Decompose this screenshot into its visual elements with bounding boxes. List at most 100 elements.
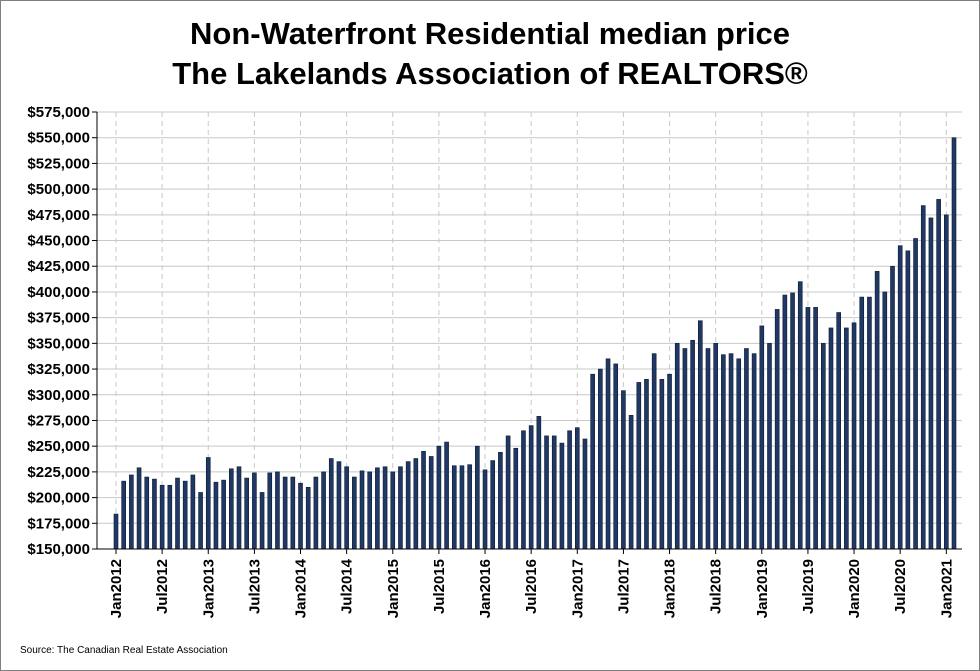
bar (505, 435, 511, 550)
bar (167, 484, 173, 550)
bar (390, 471, 396, 550)
y-axis-ticks: $150,000 $175,000 $200,000 $225,000 $250,000… (27, 104, 97, 558)
bar (259, 492, 265, 550)
bar (697, 320, 703, 550)
bar (459, 465, 465, 550)
bar (690, 339, 695, 550)
bar (905, 250, 911, 550)
bar (421, 451, 426, 550)
bar (744, 348, 749, 550)
bar (513, 447, 519, 550)
y-tick-label: $150,000 (27, 541, 90, 558)
x-tick-label: Jul2019 (800, 559, 817, 614)
bar (382, 466, 388, 550)
bar (874, 271, 880, 550)
bar (605, 358, 611, 550)
bar (682, 348, 688, 550)
bar (375, 467, 380, 550)
bar (444, 441, 449, 550)
x-tick-label: Jan2021 (938, 559, 955, 618)
bar (113, 513, 119, 550)
bar (482, 469, 488, 550)
x-tick-label: Jul2017 (615, 559, 632, 614)
bar (305, 487, 311, 550)
bar (536, 416, 542, 550)
x-tick-label: Jul2018 (708, 559, 725, 614)
bar (121, 480, 126, 550)
bar (828, 327, 834, 550)
y-tick-label: $500,000 (27, 181, 90, 198)
bar (298, 482, 303, 550)
bar (175, 477, 180, 550)
y-tick-label: $325,000 (27, 361, 90, 378)
bar (936, 199, 941, 550)
y-tick-label: $375,000 (27, 310, 90, 327)
x-tick-label: Jan2017 (569, 559, 586, 618)
bar (636, 382, 642, 550)
bar (152, 478, 157, 550)
bar (498, 452, 503, 550)
bar (721, 354, 726, 550)
bar (244, 477, 249, 550)
bar (144, 476, 150, 550)
bar (713, 343, 718, 550)
x-tick-label: Jan2016 (477, 559, 494, 618)
bar (136, 467, 142, 550)
bar (944, 214, 949, 550)
bar (751, 353, 757, 550)
chart-title-line2: The Lakelands Association of REALTORS® (172, 56, 808, 91)
y-tick-label: $475,000 (27, 207, 90, 224)
bar (651, 353, 657, 550)
x-tick-label: Jul2020 (892, 559, 909, 614)
bar (567, 430, 572, 550)
y-tick-label: $250,000 (27, 438, 90, 455)
bar (159, 484, 165, 550)
bar (236, 466, 242, 550)
x-tick-label: Jan2014 (293, 558, 310, 618)
bar (890, 265, 895, 550)
bar (674, 343, 680, 550)
bar (928, 217, 934, 550)
bar (336, 461, 342, 550)
bar (897, 245, 903, 550)
bar (129, 474, 134, 550)
bar (574, 427, 580, 550)
x-tick-label: Jul2012 (154, 559, 171, 614)
x-tick-label: Jan2012 (108, 559, 125, 618)
bar (352, 476, 357, 550)
bar (836, 312, 841, 550)
bar (313, 476, 319, 550)
bar (859, 296, 865, 550)
bar (644, 379, 649, 550)
x-tick-label: Jul2016 (523, 559, 540, 614)
bar (221, 479, 226, 550)
y-tick-label: $175,000 (27, 515, 90, 532)
bar (736, 358, 742, 550)
x-tick-label: Jan2015 (385, 559, 402, 618)
bar (544, 435, 549, 550)
bar (229, 468, 234, 550)
bar (436, 445, 442, 550)
bar (205, 457, 211, 550)
y-tick-label: $425,000 (27, 258, 90, 275)
bar (913, 238, 918, 550)
y-tick-label: $225,000 (27, 464, 90, 481)
bar (328, 458, 334, 550)
bars (113, 137, 957, 550)
bar (705, 348, 711, 550)
bar (628, 415, 634, 550)
bar (428, 456, 434, 550)
bar (451, 465, 457, 550)
source-note: Source: The Canadian Real Estate Associa… (20, 645, 228, 656)
x-tick-label: Jan2020 (846, 559, 863, 618)
bar (290, 476, 296, 550)
bar (598, 368, 603, 550)
chart-title: Non-Waterfront Residential median price … (0, 14, 980, 94)
bar (667, 373, 672, 550)
bar (844, 327, 849, 550)
y-tick-label: $300,000 (27, 387, 90, 404)
bar (813, 307, 818, 550)
y-tick-label: $450,000 (27, 233, 90, 250)
chart-title-line1: Non-Waterfront Residential median price (190, 16, 790, 51)
